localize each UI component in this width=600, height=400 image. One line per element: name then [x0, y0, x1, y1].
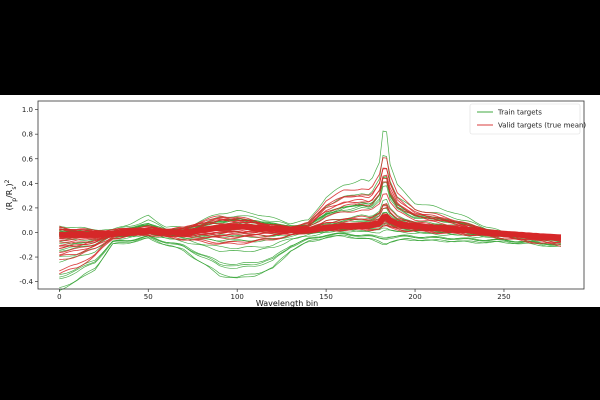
train-target-line	[59, 130, 561, 238]
x-tick-label: 50	[144, 293, 153, 301]
train-target-line	[59, 234, 561, 289]
y-tick-label: 0.2	[22, 204, 33, 212]
chart-canvas: 0 50 100 150 200 250 -0.4 -0.2 0.0 0.2 0.4 0.6 0.8 1.…	[4, 100, 586, 307]
chart-figure: 0 50 100 150 200 250 -0.4 -0.2 0.0 0.2 0.4 0.6 0.8 1.…	[0, 95, 600, 307]
plot-frame	[37, 100, 585, 290]
series-group-1	[59, 157, 562, 275]
y-tick-label: -0.2	[19, 254, 33, 262]
series-group-0	[59, 130, 561, 291]
x-tick-label: 100	[231, 293, 244, 301]
y-tick-label: -0.4	[19, 278, 33, 286]
legend-label-valid: Valid targets (true mean)	[498, 122, 586, 130]
y-tick-label: 1.0	[22, 106, 33, 114]
legend-label-train: Train targets	[497, 109, 542, 117]
x-axis-label: Wavelength bin	[256, 299, 318, 307]
y-tick-label: 0.4	[22, 180, 34, 188]
valid-target-line	[59, 225, 562, 275]
train-target-line	[59, 232, 561, 275]
y-axis-label: (Rp/Rs)2	[4, 179, 18, 210]
train-target-line	[59, 155, 561, 239]
y-tick-label: 0.6	[22, 155, 34, 163]
y-tick-label: 0.0	[22, 229, 33, 237]
valid-target-line	[59, 157, 561, 239]
train-target-line	[59, 235, 561, 291]
valid-target-mean-band	[59, 213, 562, 241]
x-tick-label: 0	[57, 293, 61, 301]
train-target-line	[59, 233, 561, 280]
series-lines-layer	[59, 130, 562, 291]
x-tick-label: 250	[497, 293, 510, 301]
ticks-layer: 0 50 100 150 200 250 -0.4 -0.2 0.0 0.2 0.4 0.6 0.8 1.…	[19, 106, 510, 301]
legend: Train targets Valid targets (true mean)	[469, 103, 586, 135]
legend-box	[469, 103, 581, 135]
x-tick-label: 200	[408, 293, 421, 301]
y-tick-label: 0.8	[22, 131, 33, 139]
x-tick-label: 150	[319, 293, 332, 301]
